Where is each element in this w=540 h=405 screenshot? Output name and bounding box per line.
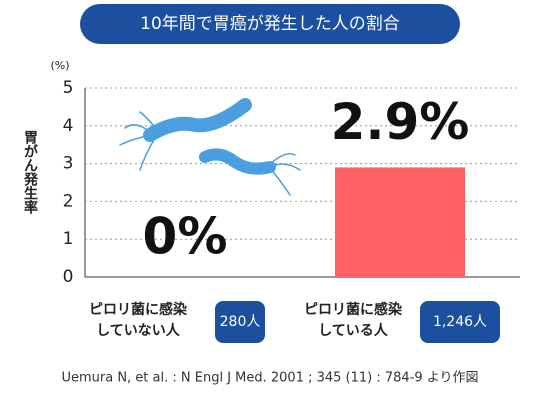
y-axis-label: 胃がん発生率 <box>22 130 39 215</box>
value-label: 0% <box>143 208 228 266</box>
y-tick-label: 2 <box>63 191 74 211</box>
y-tick-label: 5 <box>63 78 74 98</box>
count-badge <box>420 301 500 343</box>
bar <box>335 167 465 277</box>
y-tick-label: 1 <box>63 229 74 249</box>
title-pill <box>80 4 460 44</box>
value-label: 2.9% <box>331 93 470 151</box>
count-label: 1,246人 <box>433 314 487 330</box>
count-label: 280人 <box>220 314 261 330</box>
y-tick-label: 3 <box>63 154 74 174</box>
y-tick-label: 4 <box>63 116 74 136</box>
bacteria <box>119 98 301 196</box>
category-label: ピロリ菌に感染 している人 <box>304 302 402 339</box>
y-tick-label: 0 <box>63 267 74 287</box>
unit: (%) <box>50 59 69 72</box>
count-badge <box>215 301 265 343</box>
chart-title: 10年間で胃癌が発生した人の割合 <box>140 14 400 34</box>
category-label: ピロリ菌に感染 していない人 <box>89 302 187 339</box>
source: Uemura N, et al. : N Engl J Med. 2001 ; … <box>61 371 478 386</box>
